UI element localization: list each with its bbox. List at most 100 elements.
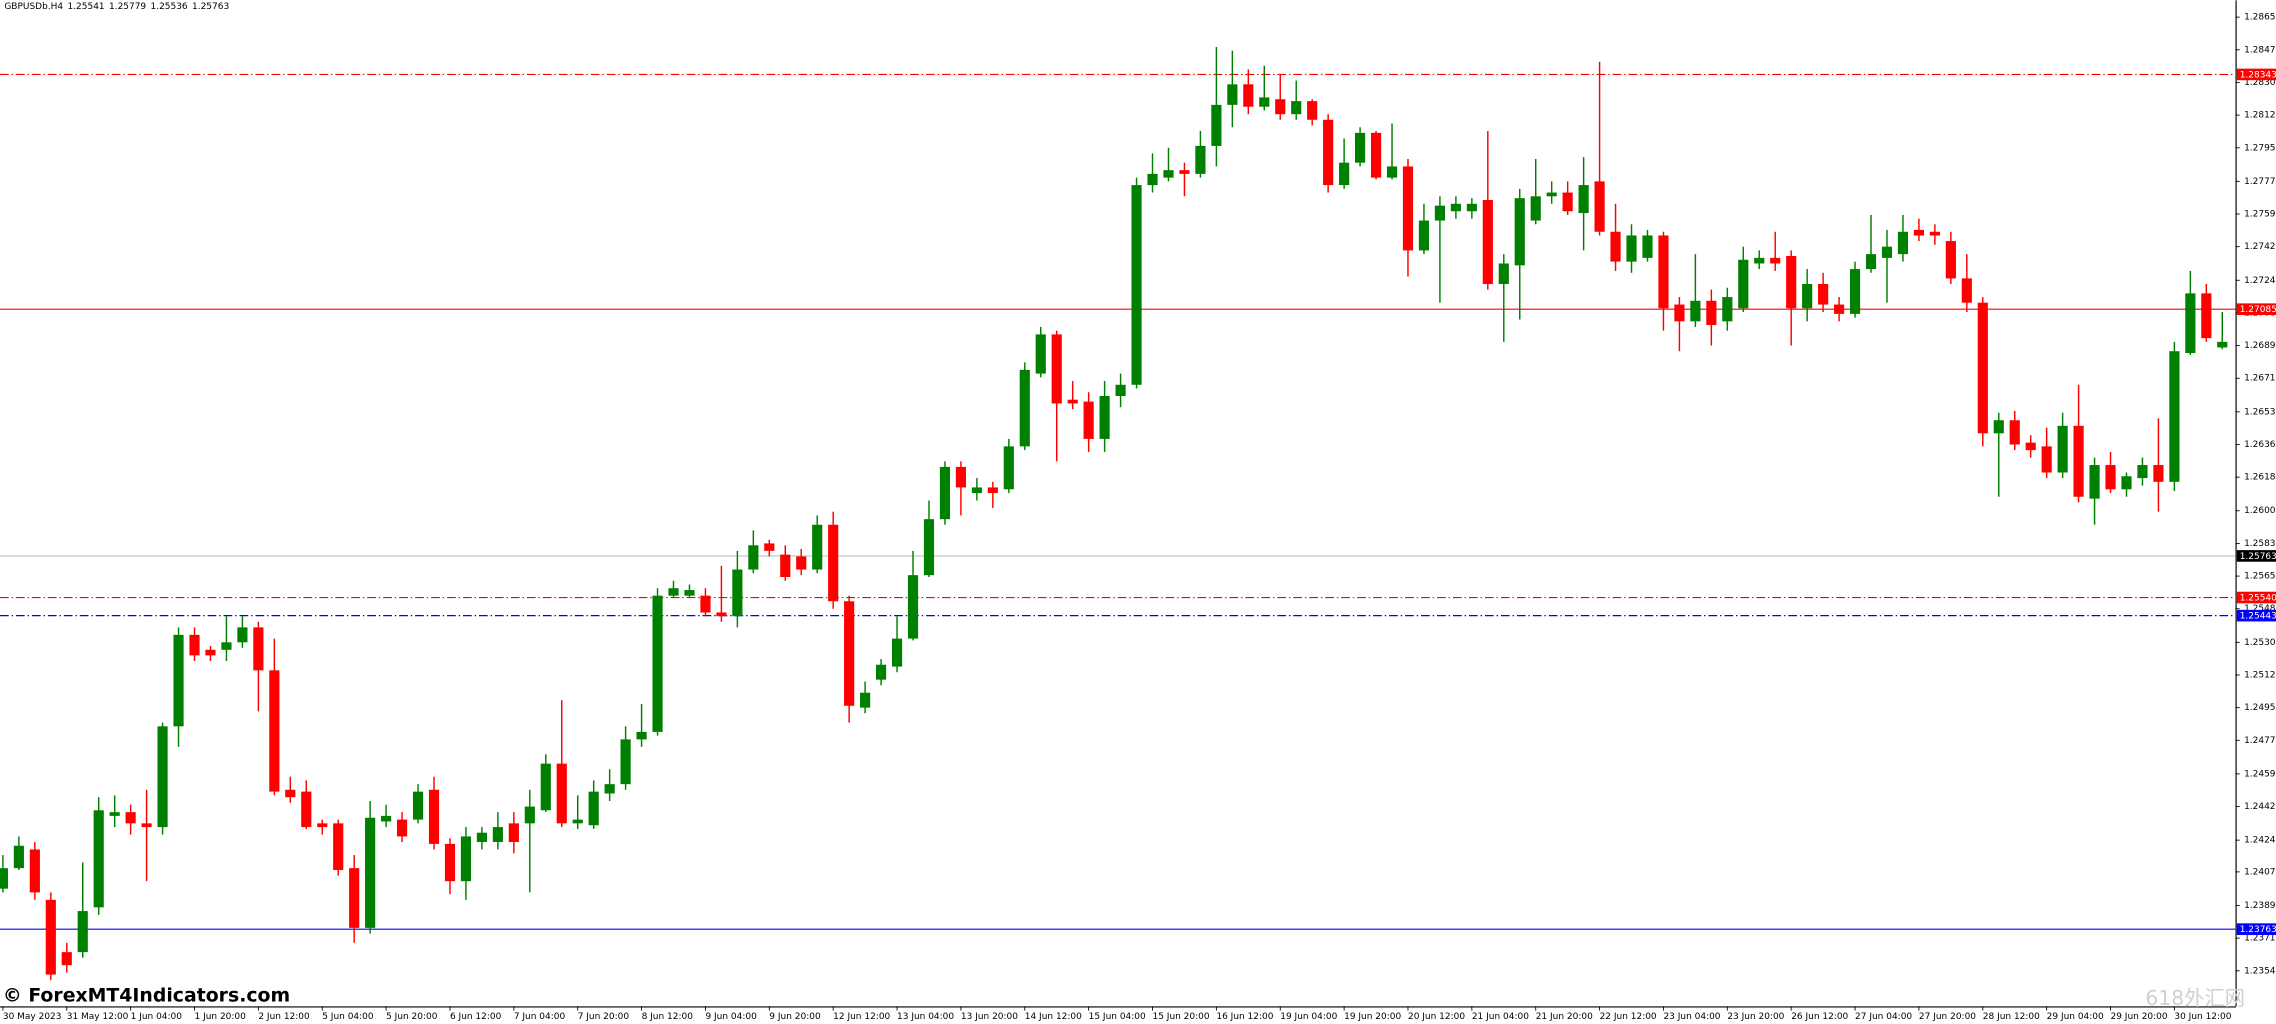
candle-body	[732, 569, 743, 617]
price-tag	[2236, 591, 2276, 604]
y-tick-label: 1.25125	[2244, 670, 2276, 680]
candle-body	[1147, 173, 1158, 186]
candle-body	[1546, 192, 1557, 197]
candle-body	[1259, 97, 1270, 107]
candle-body	[955, 466, 966, 488]
candle-body	[1993, 420, 2004, 434]
candle-body	[987, 487, 998, 494]
y-tick-label: 1.28475	[2244, 45, 2276, 55]
candle-body	[205, 649, 216, 656]
candle-body	[0, 868, 8, 889]
candle-body	[1594, 181, 1605, 232]
x-tick-label: 26 Jun 12:00	[1791, 1012, 1848, 1022]
y-tick-label: 1.27770	[2244, 177, 2276, 187]
candle-body	[1466, 203, 1477, 212]
candle-body	[77, 911, 88, 953]
candle-body	[1690, 300, 1701, 322]
candle-body	[1706, 300, 1717, 326]
candle-body	[1115, 384, 1126, 396]
candle-body	[1642, 235, 1653, 258]
candle-body	[1179, 170, 1190, 174]
candle-body	[684, 590, 695, 596]
candle-body	[1881, 246, 1893, 258]
candle-body	[2153, 465, 2164, 482]
y-tick-label: 1.26535	[2244, 407, 2276, 417]
candle-body	[1482, 200, 1493, 285]
x-tick-label: 16 Jun 12:00	[1216, 1012, 1273, 1022]
candle-body	[2073, 425, 2084, 497]
price-tag	[2236, 609, 2276, 622]
header-value: 1.25536	[151, 2, 188, 12]
candle-body	[1498, 263, 1509, 285]
candle-body	[1929, 231, 1940, 236]
y-tick-label: 1.27240	[2244, 276, 2276, 286]
candle-body	[365, 817, 376, 928]
y-tick-label: 1.26185	[2244, 473, 2276, 483]
candle-body	[748, 545, 759, 570]
candle-body	[1307, 101, 1318, 120]
candle-body	[1610, 231, 1621, 262]
candle-body	[1291, 101, 1302, 115]
candle-body	[1195, 145, 1206, 174]
candle-body	[1243, 84, 1254, 107]
price-tag	[2236, 303, 2276, 316]
x-tick-label: 14 Jun 12:00	[1025, 1012, 1082, 1022]
candle-body	[2137, 465, 2148, 479]
candle-body	[269, 670, 280, 792]
x-tick-label: 9 Jun 20:00	[769, 1012, 821, 1022]
candle-body	[381, 815, 392, 822]
y-tick-label: 1.26715	[2244, 374, 2276, 384]
x-tick-label: 1 Jun 20:00	[195, 1012, 247, 1022]
candle-body	[93, 810, 104, 908]
price-tag-label: 1.23763	[2240, 925, 2276, 935]
y-tick-label: 1.24595	[2244, 769, 2276, 779]
candle-body	[572, 819, 583, 824]
candle-body	[1626, 235, 1637, 262]
candle-body	[317, 823, 328, 828]
y-tick-label: 1.25830	[2244, 539, 2276, 549]
x-tick-label: 5 Jun 04:00	[322, 1012, 374, 1022]
candle-body	[1163, 170, 1174, 178]
price-tag-label: 1.25763	[2240, 552, 2276, 562]
x-tick-label: 13 Jun 04:00	[897, 1012, 954, 1022]
price-tag-label: 1.25540	[2240, 593, 2276, 603]
price-tag	[2236, 68, 2276, 81]
levels	[0, 73, 2236, 930]
candle-body	[2089, 465, 2100, 499]
candle-body	[1450, 203, 1461, 212]
candle-body	[301, 791, 312, 828]
y-tick-label: 1.25480	[2244, 604, 2276, 614]
y-tick-label: 1.26890	[2244, 341, 2276, 351]
y-tick-label: 1.24240	[2244, 836, 2276, 846]
x-tick-label: 15 Jun 04:00	[1089, 1012, 1146, 1022]
candle-body	[45, 899, 56, 975]
x-tick-label: 28 Jun 12:00	[1983, 1012, 2040, 1022]
candle-body	[1339, 162, 1350, 186]
candle-body	[2105, 465, 2116, 490]
axis-labels: 1.28650 1.28475 1.28300 1.28125 1.27950 1.277…	[2, 13, 2276, 1022]
candle-body	[556, 763, 567, 824]
candle-body	[221, 642, 232, 650]
candle-body	[125, 812, 136, 824]
candle-body	[939, 466, 951, 520]
candle-body	[2041, 446, 2052, 473]
candle-body	[13, 845, 24, 869]
candle-body	[1003, 446, 1014, 490]
candle-body	[652, 595, 663, 732]
x-tick-label: 22 Jun 12:00	[1600, 1012, 1657, 1022]
corner-mark: 618外汇网	[2145, 986, 2245, 1010]
y-tick-label: 1.23890	[2244, 901, 2276, 911]
candle-body	[109, 812, 120, 816]
candle-body	[636, 731, 647, 740]
candle-body	[1067, 399, 1078, 404]
candle-body	[1738, 259, 1749, 309]
candle-body	[1275, 99, 1286, 115]
y-tick-label: 1.27595	[2244, 210, 2276, 220]
candle-body	[780, 554, 791, 578]
x-tick-label: 29 Jun 04:00	[2047, 1012, 2104, 1022]
candle-body	[476, 832, 487, 843]
x-tick-label: 31 May 12:00	[67, 1012, 129, 1022]
x-tick-label: 5 Jun 20:00	[386, 1012, 438, 1022]
